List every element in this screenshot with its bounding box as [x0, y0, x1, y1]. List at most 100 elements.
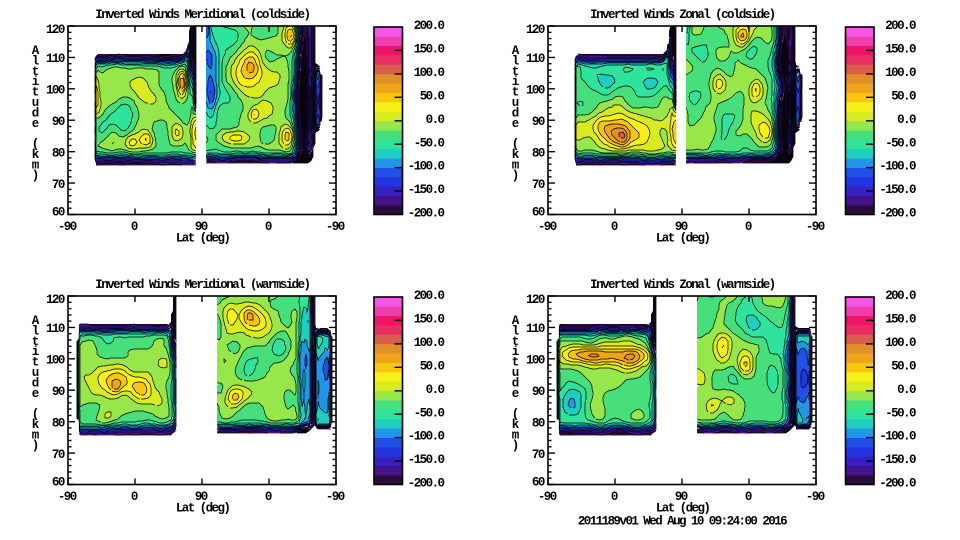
svg-text:100.0: 100.0 — [885, 66, 916, 80]
svg-text:t: t — [512, 65, 520, 79]
svg-text:90: 90 — [52, 115, 65, 129]
svg-text:-200.0: -200.0 — [408, 477, 445, 491]
svg-text:70: 70 — [52, 178, 65, 192]
svg-text:(: ( — [32, 138, 40, 152]
svg-text:u: u — [32, 366, 40, 380]
svg-text:-150.0: -150.0 — [408, 453, 445, 467]
svg-text:-90: -90 — [538, 220, 557, 234]
svg-text:60: 60 — [532, 205, 545, 219]
svg-text:-50.0: -50.0 — [414, 406, 445, 420]
svg-text:t: t — [32, 86, 40, 100]
svg-text:200.0: 200.0 — [414, 289, 445, 303]
svg-text:(: ( — [32, 408, 40, 422]
svg-text:d: d — [512, 376, 520, 390]
svg-text:i: i — [512, 75, 520, 89]
svg-text:i: i — [32, 75, 40, 89]
svg-text:-100.0: -100.0 — [879, 430, 916, 444]
svg-text:t: t — [32, 335, 40, 349]
svg-text:90: 90 — [195, 490, 208, 504]
svg-text:k: k — [32, 148, 40, 162]
svg-text:100: 100 — [526, 84, 545, 98]
svg-text:110: 110 — [526, 322, 545, 336]
svg-text:t: t — [512, 86, 520, 100]
svg-text:200.0: 200.0 — [885, 19, 916, 33]
svg-text:): ) — [512, 439, 520, 453]
svg-text:Lat (deg): Lat (deg) — [176, 232, 230, 246]
svg-text:50.0: 50.0 — [891, 89, 916, 103]
svg-text:-90: -90 — [58, 490, 77, 504]
svg-text:90: 90 — [195, 220, 208, 234]
svg-text:0: 0 — [745, 490, 752, 504]
svg-text:u: u — [32, 96, 40, 110]
svg-text:t: t — [32, 356, 40, 370]
svg-text:110: 110 — [46, 52, 65, 66]
svg-text:0.0: 0.0 — [426, 383, 445, 397]
svg-text:60: 60 — [532, 475, 545, 489]
svg-text:-50.0: -50.0 — [414, 136, 445, 150]
svg-text:m: m — [32, 158, 40, 172]
svg-text:60: 60 — [52, 475, 65, 489]
svg-text:2011189v01 Wed Aug 10 09:24:00: 2011189v01 Wed Aug 10 09:24:00 2016 — [578, 514, 787, 528]
svg-text:0: 0 — [611, 490, 618, 504]
svg-text:(: ( — [512, 138, 520, 152]
svg-text:150.0: 150.0 — [414, 43, 445, 57]
svg-text:-150.0: -150.0 — [879, 183, 916, 197]
svg-text:-50.0: -50.0 — [885, 136, 916, 150]
svg-text:0: 0 — [131, 490, 138, 504]
svg-text:(: ( — [512, 408, 520, 422]
svg-text:90: 90 — [52, 385, 65, 399]
svg-text:70: 70 — [532, 448, 545, 462]
svg-text:-90: -90 — [326, 490, 345, 504]
svg-text:-50.0: -50.0 — [885, 406, 916, 420]
svg-text:120: 120 — [46, 23, 65, 37]
svg-text:200.0: 200.0 — [885, 289, 916, 303]
svg-text:-100.0: -100.0 — [879, 160, 916, 174]
svg-text:-90: -90 — [806, 490, 825, 504]
svg-text:Lat (deg): Lat (deg) — [656, 502, 710, 516]
svg-text:0: 0 — [745, 220, 752, 234]
svg-text:120: 120 — [526, 23, 545, 37]
svg-text:120: 120 — [46, 293, 65, 307]
svg-text:80: 80 — [532, 147, 545, 161]
svg-text:120: 120 — [526, 293, 545, 307]
svg-text:e: e — [512, 117, 520, 131]
svg-text:l: l — [32, 54, 40, 68]
svg-text:Lat (deg): Lat (deg) — [656, 232, 710, 246]
svg-text:k: k — [32, 418, 40, 432]
svg-text:100: 100 — [526, 354, 545, 368]
svg-text:150.0: 150.0 — [885, 43, 916, 57]
svg-text:Inverted Winds Zonal (coldside: Inverted Winds Zonal (coldside) — [590, 8, 775, 22]
svg-text:): ) — [32, 439, 40, 453]
svg-text:70: 70 — [532, 178, 545, 192]
svg-text:e: e — [512, 387, 520, 401]
svg-text:110: 110 — [526, 52, 545, 66]
svg-text:200.0: 200.0 — [414, 19, 445, 33]
svg-text:100.0: 100.0 — [885, 336, 916, 350]
svg-text:-90: -90 — [538, 490, 557, 504]
svg-text:100: 100 — [46, 354, 65, 368]
svg-text:i: i — [32, 345, 40, 359]
svg-text:e: e — [32, 387, 40, 401]
svg-text:-100.0: -100.0 — [408, 160, 445, 174]
svg-text:70: 70 — [52, 448, 65, 462]
svg-text:80: 80 — [52, 417, 65, 431]
svg-text:-90: -90 — [326, 220, 345, 234]
svg-text:Inverted Winds Meridional (col: Inverted Winds Meridional (coldside) — [95, 8, 309, 22]
svg-text:50.0: 50.0 — [420, 89, 445, 103]
svg-text:k: k — [512, 148, 520, 162]
svg-text:Inverted Winds Zonal (warmside: Inverted Winds Zonal (warmside) — [590, 278, 775, 292]
svg-text:t: t — [512, 356, 520, 370]
svg-text:A: A — [512, 44, 520, 58]
svg-text:i: i — [512, 345, 520, 359]
svg-text:60: 60 — [52, 205, 65, 219]
svg-text:150.0: 150.0 — [885, 313, 916, 327]
svg-text:d: d — [32, 376, 40, 390]
svg-text:m: m — [512, 158, 520, 172]
svg-text:90: 90 — [675, 220, 688, 234]
svg-text:-90: -90 — [806, 220, 825, 234]
svg-text:): ) — [32, 169, 40, 183]
svg-text:80: 80 — [532, 417, 545, 431]
svg-text:80: 80 — [52, 147, 65, 161]
svg-text:0: 0 — [265, 220, 272, 234]
svg-text:Inverted Winds Meridional (war: Inverted Winds Meridional (warmside) — [95, 278, 309, 292]
